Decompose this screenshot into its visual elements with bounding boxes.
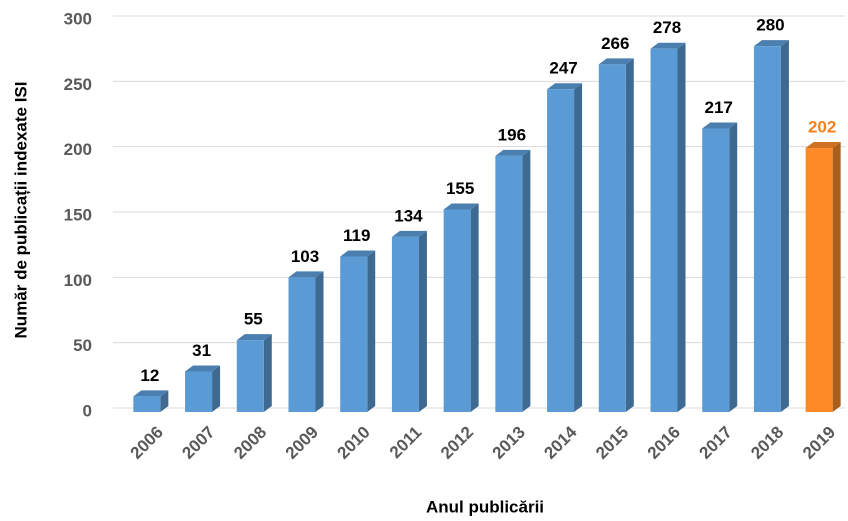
- x-tick-label: 2007: [178, 423, 218, 463]
- bar-side: [367, 250, 376, 412]
- value-label: 202: [808, 118, 836, 137]
- value-label: 247: [549, 59, 577, 78]
- bar-top: [236, 334, 272, 341]
- bar-top: [185, 365, 221, 372]
- bar-side: [160, 390, 169, 412]
- bar-top: [753, 40, 789, 47]
- bar-top: [650, 42, 686, 49]
- bar-side: [729, 122, 738, 412]
- x-tick-label: 2012: [437, 423, 477, 463]
- x-tick-label: 2019: [799, 423, 839, 463]
- value-label: 31: [192, 341, 211, 360]
- x-tick-label: 2009: [282, 423, 322, 463]
- bar-top: [598, 58, 634, 65]
- bar-side: [780, 40, 789, 413]
- y-axis-title: Număr de publicații indexate ISI: [11, 82, 30, 339]
- value-label: 280: [756, 16, 784, 35]
- bar-side: [625, 58, 634, 412]
- value-label: 119: [343, 226, 370, 245]
- bar-side: [522, 149, 531, 413]
- bar: [133, 396, 161, 412]
- x-tick-label: 2017: [696, 423, 736, 463]
- value-label: 103: [291, 247, 319, 266]
- bar-side: [315, 271, 324, 412]
- value-label: 196: [498, 125, 526, 144]
- value-label: 134: [394, 206, 423, 225]
- y-tick-label: 0: [83, 401, 92, 420]
- x-axis-title: Anul publicării: [426, 497, 544, 516]
- bar-side: [677, 42, 686, 412]
- value-label: 266: [601, 34, 629, 53]
- x-tick-label: 2018: [747, 423, 787, 463]
- bar-top: [288, 271, 324, 278]
- bar: [805, 148, 833, 412]
- x-tick-label: 2008: [230, 423, 270, 463]
- bar-top: [495, 149, 531, 156]
- bar-side: [263, 334, 272, 412]
- bar: [236, 340, 264, 412]
- y-tick-label: 150: [64, 205, 92, 224]
- x-tick-label: 2014: [540, 422, 581, 463]
- x-tick-label: 2013: [489, 423, 529, 463]
- bar: [443, 209, 471, 412]
- bar-side: [212, 365, 221, 412]
- bar-side: [418, 230, 427, 412]
- bar-side: [832, 142, 841, 412]
- x-tick-label: 2006: [127, 423, 167, 463]
- bar: [185, 371, 213, 412]
- bar-top: [133, 390, 169, 397]
- bar: [288, 277, 316, 412]
- bar: [598, 64, 626, 412]
- y-tick-label: 300: [64, 9, 92, 28]
- bar-top: [547, 83, 583, 90]
- bar: [340, 256, 368, 412]
- bar-side: [470, 203, 479, 412]
- x-tick-label: 2010: [334, 423, 374, 463]
- value-label: 155: [446, 179, 474, 198]
- bar: [650, 48, 678, 412]
- value-label: 217: [705, 98, 733, 117]
- y-tick-label: 50: [73, 336, 92, 355]
- x-tick-label: 2015: [592, 423, 632, 463]
- bar-top: [805, 142, 841, 149]
- value-label: 55: [244, 310, 263, 329]
- bar: [391, 236, 419, 412]
- y-tick-label: 200: [64, 140, 92, 159]
- value-label: 12: [140, 366, 159, 385]
- bar-top: [443, 203, 479, 210]
- bar: [753, 46, 781, 413]
- y-tick-label: 100: [64, 271, 92, 290]
- bar-top: [702, 122, 738, 129]
- y-tick-label: 250: [64, 75, 92, 94]
- bar: [495, 155, 523, 413]
- bar-top: [391, 230, 427, 237]
- bar-side: [574, 83, 583, 413]
- value-label: 278: [653, 18, 681, 37]
- x-tick-label: 2016: [644, 423, 684, 463]
- bar-top: [340, 250, 376, 257]
- bar: [702, 128, 730, 412]
- bar: [547, 89, 575, 413]
- x-tick-label: 2011: [386, 423, 426, 463]
